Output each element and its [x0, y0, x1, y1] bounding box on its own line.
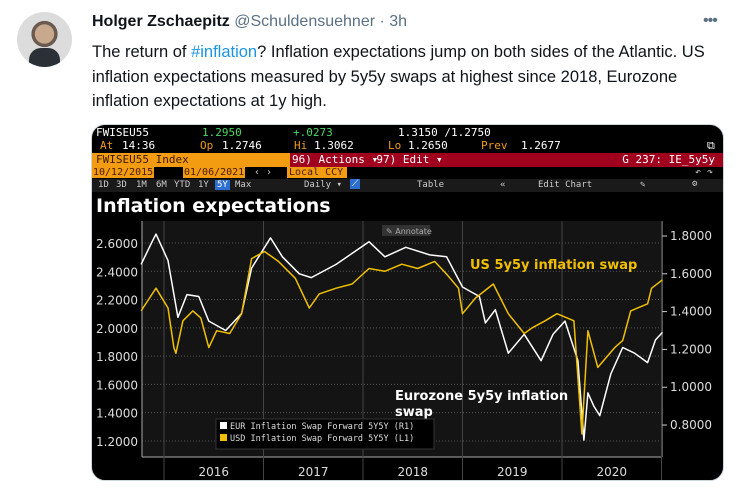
popout-icon[interactable]: ⧉ [707, 139, 715, 152]
chart-id: G 237: IE_5y5y [622, 153, 715, 166]
legend-label: EUR Inflation Swap Forward 5Y5Y (R1) [230, 422, 414, 432]
undo-redo-icon[interactable]: ↶ ↷ [694, 167, 713, 178]
command-bar: FWISEU55 Index 96) Actions ▾ 97) Edit ▾ … [92, 153, 723, 167]
start-date[interactable]: 10/12/2015 [92, 167, 155, 178]
left-tick-label: 1.4000 [96, 407, 138, 421]
left-tick-label: 2.0000 [96, 322, 138, 336]
at-label: At [100, 139, 114, 152]
x-tick-label: 2018 [397, 465, 428, 479]
security-field[interactable]: FWISEU55 Index [92, 153, 290, 167]
hashtag-link[interactable]: #inflation [191, 43, 258, 61]
table-button[interactable]: Table [417, 180, 445, 190]
gear-icon[interactable]: ⚙ [692, 179, 698, 189]
series-line-eur [140, 233, 664, 441]
eurozone-annotation-line2: swap [395, 405, 433, 420]
left-tick-label: 2.6000 [96, 237, 138, 251]
tweet-time[interactable]: 3h [389, 13, 408, 30]
right-tick-label: 1.2000 [670, 342, 712, 356]
edit-chart-button[interactable]: Edit Chart [538, 180, 593, 190]
period-max[interactable]: Max [235, 180, 252, 190]
hi-label: Hi [294, 139, 308, 152]
eurozone-annotation: Eurozone 5y5y inflation [395, 389, 568, 404]
left-tick-label: 1.2000 [96, 435, 138, 449]
avatar[interactable] [17, 12, 72, 67]
bid-ask: 1.3150 /1.2750 [398, 126, 491, 139]
change: +.0273 [293, 126, 333, 139]
tweet-header: Holger Zschaepitz @Schuldensuehner · 3h [92, 13, 407, 31]
legend-label: USD Inflation Swap Forward 5Y5Y (L1) [230, 434, 414, 444]
line-chart-icon[interactable]: ⟋ [350, 179, 361, 189]
period-1m[interactable]: 1M [136, 180, 147, 190]
lo-value: 1.2650 [408, 139, 448, 152]
x-tick-label: 2017 [298, 465, 329, 479]
currency-select[interactable]: Local CCY [287, 167, 347, 178]
legend [215, 418, 435, 450]
text-before: The return of [92, 43, 192, 61]
series-line-usd [140, 250, 663, 435]
hi-value: 1.3062 [314, 139, 354, 152]
pencil-icon[interactable]: ✎ [640, 180, 646, 190]
left-tick-label: 1.8000 [96, 350, 138, 364]
left-tick-label: 1.6000 [96, 378, 138, 392]
frequency-select[interactable]: Daily ▾ [304, 180, 342, 190]
lo-label: Lo [388, 139, 402, 152]
x-tick-label: 2019 [497, 465, 528, 479]
right-tick-label: 1.0000 [670, 380, 712, 394]
right-tick-label: 1.6000 [670, 267, 712, 281]
prev-value: 1.2677 [521, 139, 561, 152]
annotate-button[interactable] [382, 225, 430, 236]
left-tick-label: 2.4000 [96, 265, 138, 279]
prev-next-arrows[interactable]: ‹ › [254, 167, 273, 178]
period-3d[interactable]: 3D [116, 180, 127, 190]
period-ytd[interactable]: YTD [174, 180, 191, 190]
toolbar: 1D 3D 1M 6M YTD 1Y 5Y Max Daily ▾ ⟋ Table « Edi… [92, 179, 723, 192]
legend-swatch [220, 434, 227, 441]
chart: 2.6000 2.4000 2.2000 2.0000 1.8000 1.6000 1.40… [96, 221, 712, 480]
period-1d[interactable]: 1D [98, 180, 109, 190]
prev-label: Prev [481, 139, 508, 152]
last-price: 1.2950 [202, 126, 242, 139]
op-value: 1.2746 [222, 139, 262, 152]
author-handle[interactable]: @Schuldensuehner [234, 13, 376, 30]
quote-row: FWISEU55 1.2950 +.0273 1.3150 /1.2750 [92, 126, 723, 140]
author-name[interactable]: Holger Zschaepitz [92, 13, 230, 30]
text-after: ? Inflation expectations jump on both si… [92, 43, 705, 110]
tweet-image[interactable]: FWISEU55 1.2950 +.0273 1.3150 /1.2750 At… [91, 124, 724, 481]
tweet-text: The return of #inflation? Inflation expe… [92, 40, 732, 114]
right-tick-label: 0.8000 [670, 418, 712, 432]
x-tick-label: 2016 [198, 465, 229, 479]
stats-row: At 14:36 Op 1.2746 Hi 1.3062 Lo 1.2650 Prev 1… [92, 139, 723, 153]
period-6m[interactable]: 6M [156, 180, 167, 190]
annotate-label: ✎ Annotate [386, 227, 432, 236]
more-dots-icon[interactable]: ••• [703, 12, 718, 29]
period-1y[interactable]: 1Y [198, 180, 209, 190]
at-time: 14:36 [122, 139, 156, 152]
ticker: FWISEU55 [96, 126, 149, 139]
x-tick-label: 2020 [596, 465, 627, 479]
op-label: Op [200, 139, 214, 152]
date-row: 10/12/2015 01/06/2021 ‹ › Local CCY ↶ ↷ [92, 167, 723, 179]
us-annotation: US 5y5y inflation swap [470, 258, 637, 273]
legend-swatch [220, 422, 227, 429]
left-tick-label: 2.2000 [96, 294, 138, 308]
edit-menu[interactable]: 97) Edit ▾ [376, 153, 443, 166]
right-tick-label: 1.8000 [670, 229, 712, 243]
chart-title: Inflation expectations [96, 195, 331, 217]
actions-menu[interactable]: 96) Actions ▾ [292, 153, 379, 166]
period-5y[interactable]: 5Y [215, 180, 230, 190]
separator: · [379, 13, 385, 30]
collapse-icon[interactable]: « [500, 180, 506, 190]
end-date[interactable]: 01/06/2021 [183, 167, 246, 178]
right-tick-label: 1.4000 [670, 305, 712, 319]
